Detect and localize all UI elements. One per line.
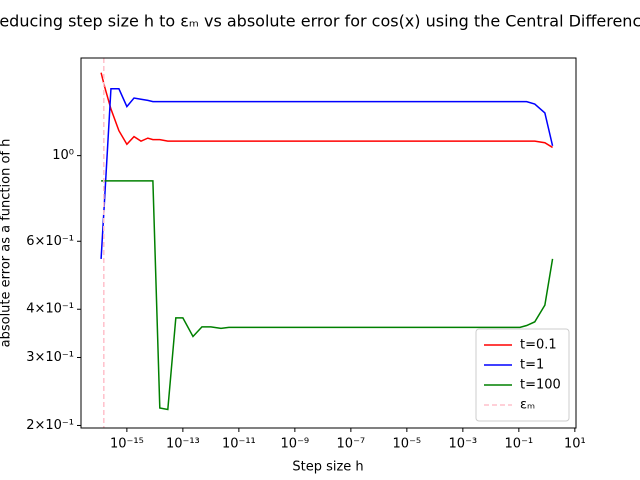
legend-label: t=100 (520, 378, 561, 393)
x-tick-label: 10⁻¹ (505, 437, 534, 452)
axes-frame (80, 57, 577, 429)
x-tick-label: 10⁻⁹ (281, 437, 310, 452)
y-tick-label: 6×10⁻¹ (26, 234, 74, 249)
series-line (100, 88, 554, 259)
chart-title: Reducing step size h to εₘ vs absolute e… (0, 12, 640, 31)
y-tick-label: 2×10⁻¹ (26, 418, 74, 433)
plot-area (100, 58, 554, 428)
x-tick-label: 10¹ (564, 437, 586, 452)
legend-label: t=0.1 (520, 338, 557, 353)
x-tick-label: 10⁻¹³ (166, 437, 200, 452)
y-tick-label: 3×10⁻¹ (26, 350, 74, 365)
legend-label: t=1 (520, 358, 544, 373)
y-axis-label: absolute error as a function of h (0, 139, 14, 348)
x-tick-label: 10⁻³ (449, 437, 478, 452)
legend-box (475, 328, 570, 422)
series-line (101, 180, 554, 411)
x-tick-label: 10⁻⁷ (337, 437, 366, 452)
y-tick-label: 4×10⁻¹ (26, 302, 74, 317)
series-line (100, 72, 553, 149)
x-tick-label: 10⁻⁵ (393, 437, 422, 452)
x-tick-label: 10⁻¹⁵ (110, 437, 144, 452)
y-tick-label: 10⁰ (52, 148, 74, 163)
legend-label: εₘ (520, 398, 535, 413)
x-axis-label: Step size h (292, 460, 363, 475)
x-tick-label: 10⁻¹¹ (222, 437, 256, 452)
